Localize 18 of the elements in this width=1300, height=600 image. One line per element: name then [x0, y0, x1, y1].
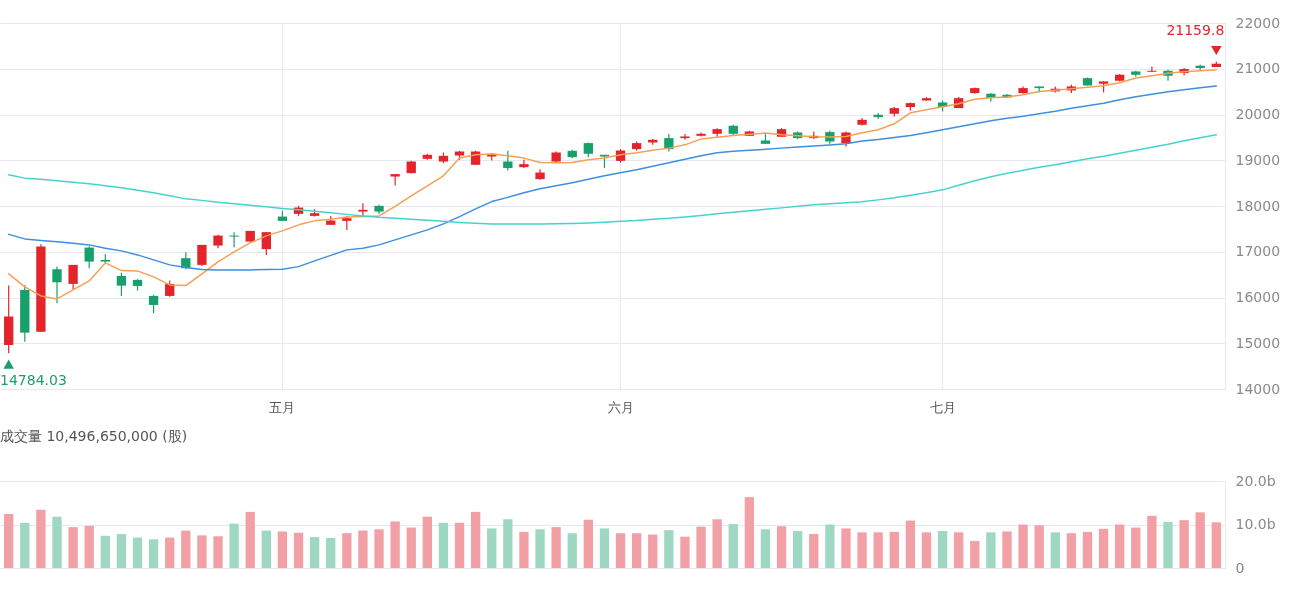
x-tick-label: 七月 [929, 399, 956, 415]
y-tick-label: 19000 [1235, 151, 1281, 168]
y-tick-label: 22000 [1235, 14, 1281, 31]
y-tick-label: 14000 [1235, 380, 1281, 397]
y-tick-label: 10.0b [1235, 516, 1276, 532]
x-tick-label: 六月 [607, 399, 634, 415]
chart-title: 成交量 10,496,650,000 (股) [0, 428, 188, 444]
y-tick-label: 17000 [1235, 243, 1281, 260]
y-tick-label: 20000 [1235, 106, 1281, 122]
y-tick-label: 16000 [1235, 289, 1281, 305]
annotation: 14784.03 [0, 372, 67, 388]
x-tick-label: 五月 [269, 399, 296, 415]
y-tick-label: 20.0b [1235, 472, 1276, 489]
annotation: 21159.8 [1166, 22, 1225, 39]
y-tick-label: 18000 [1235, 197, 1281, 214]
y-tick-label: 15000 [1235, 334, 1281, 351]
y-tick-label: 0 [1235, 559, 1245, 576]
y-tick-label: 21000 [1235, 60, 1281, 77]
